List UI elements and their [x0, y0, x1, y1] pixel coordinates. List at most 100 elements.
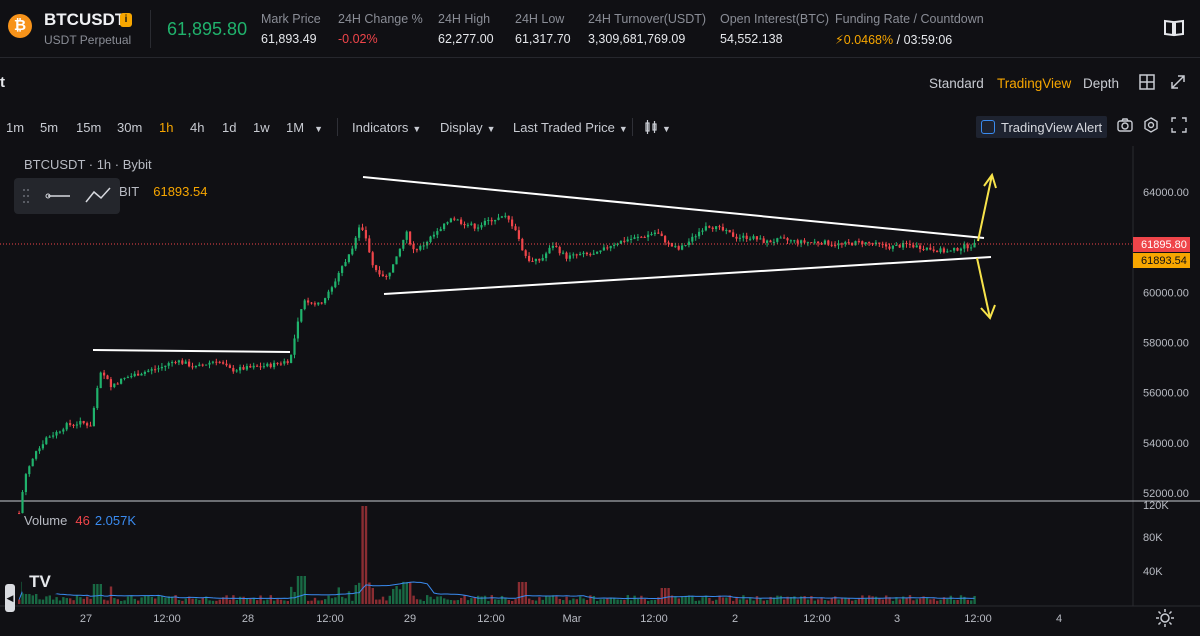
tab-depth[interactable]: Depth [1083, 76, 1120, 91]
volume-bar [857, 597, 861, 604]
candle-body [160, 366, 163, 369]
grid-layout-icon[interactable] [1138, 73, 1156, 91]
camera-icon[interactable] [1117, 117, 1133, 133]
funding-separator: / [893, 33, 904, 47]
indicators-button[interactable]: Indicators ▼ [352, 120, 421, 135]
volume-bar [262, 600, 266, 604]
timeframe-1d[interactable]: 1d [222, 120, 237, 135]
volume-bar [164, 597, 167, 604]
volume-bar [395, 585, 398, 604]
candle-body [378, 270, 381, 275]
candle-body [633, 237, 636, 239]
volume-bar [69, 598, 72, 604]
candle-body [150, 369, 153, 371]
timeframe-4h[interactable]: 4h [190, 120, 205, 135]
volume-bar [528, 598, 531, 604]
breakout-down-arrow[interactable] [976, 257, 996, 320]
timeframe-1w[interactable]: 1w [253, 120, 270, 135]
volume-bar [932, 598, 935, 604]
time-tick-label: 28 [242, 613, 254, 625]
stat-open-interest: Open Interest(BTC) 54,552.138 [720, 12, 829, 46]
candle-body [75, 424, 78, 426]
chart-type-button[interactable]: ▼ [644, 120, 671, 135]
volume-bar [361, 506, 364, 604]
candle-body [262, 366, 265, 368]
timeframe-1m[interactable]: 1m [6, 120, 25, 135]
scroll-left-button[interactable]: ◀ [5, 584, 15, 612]
price-chart[interactable]: 64000.0062000.0060000.0058000.0056000.00… [0, 146, 1200, 636]
timeframe-1h[interactable]: 1h [159, 120, 174, 135]
candle-body [956, 247, 959, 251]
chart-legend-series: BIT 61893.54 [119, 184, 207, 199]
volume-bar [296, 576, 300, 604]
volume-bar [341, 596, 344, 604]
candle-body [21, 492, 24, 514]
candle-body [932, 249, 935, 251]
volume-bar [871, 596, 874, 604]
fullscreen-icon[interactable] [1171, 117, 1187, 133]
candle-body [783, 237, 786, 239]
gear-icon[interactable] [1155, 608, 1175, 628]
candle-body [868, 242, 871, 244]
book-icon[interactable] [1162, 16, 1186, 40]
triangle-lower-line[interactable] [383, 256, 992, 295]
volume-bar [524, 582, 527, 604]
chevron-down-icon: ▼ [412, 124, 422, 134]
resistance-line[interactable] [92, 349, 291, 353]
tab-tradingview[interactable]: TradingView [997, 76, 1072, 91]
bitcoin-icon: ₿ [8, 14, 32, 38]
volume-bar [55, 597, 58, 604]
price-tick-label: 58000.00 [1143, 338, 1189, 350]
volume-bar [840, 598, 844, 604]
candle-body [351, 248, 354, 255]
candle-body [745, 235, 748, 239]
stat-value: 62,277.00 [438, 32, 494, 46]
candle-body [793, 240, 796, 242]
candle-body [48, 436, 51, 438]
info-icon[interactable]: i [120, 13, 132, 27]
volume-bar [711, 600, 714, 604]
stat-funding-rate: Funding Rate / Countdown ⚡0.0468% / 03:5… [835, 12, 984, 47]
timeframe-15m[interactable]: 15m [76, 120, 102, 135]
volume-bar [279, 599, 283, 604]
triangle-upper-line[interactable] [362, 176, 985, 239]
volume-bar [959, 595, 963, 604]
candle-body [232, 367, 235, 372]
chevron-down-icon: ▼ [618, 124, 628, 134]
candle-body [405, 231, 408, 240]
volume-bar [194, 598, 198, 604]
time-tick-label: 27 [80, 613, 92, 625]
candle-body [966, 244, 969, 249]
timeframe-5m[interactable]: 5m [40, 120, 59, 135]
volume-bar [412, 595, 415, 604]
breakout-up-arrow[interactable] [977, 172, 997, 242]
candle-body [514, 226, 517, 231]
candle-body [534, 258, 537, 262]
settings-icon[interactable] [1143, 117, 1159, 133]
expand-icon[interactable] [1169, 73, 1187, 91]
candle-body [276, 362, 279, 364]
tradingview-alert-label: TradingView Alert [1001, 120, 1103, 135]
tab-standard[interactable]: Standard [929, 76, 984, 91]
price-type-button[interactable]: Last Traded Price ▼ [513, 120, 628, 135]
timeframe-1M[interactable]: 1M ▼ [286, 120, 323, 135]
display-button[interactable]: Display ▼ [440, 120, 496, 135]
volume-bar [613, 597, 616, 604]
volume-bar [929, 599, 932, 604]
volume-bar [225, 595, 228, 604]
candle-body [140, 373, 143, 376]
candle-body [857, 241, 860, 243]
candle-body [38, 448, 41, 452]
time-axis[interactable]: 27 12:00 28 12:00 29 12:00 Mar 12:00 2 12:00 3 12:0… [80, 613, 1062, 625]
tradingview-alert-button[interactable]: TradingView Alert [976, 116, 1107, 138]
candle-body [432, 234, 435, 237]
candle-body [891, 245, 894, 249]
candle-body [133, 373, 136, 377]
drawing-toolbar[interactable] [14, 178, 120, 214]
stat-24h-turnover: 24H Turnover(USDT) 3,309,681,769.09 [588, 12, 706, 46]
symbol-name[interactable]: BTCUSDT [44, 10, 126, 29]
candle-body [973, 242, 976, 248]
funding-rate-value: 0.0468% [843, 33, 894, 47]
timeframe-30m[interactable]: 30m [117, 120, 143, 135]
candle-body [477, 227, 480, 229]
